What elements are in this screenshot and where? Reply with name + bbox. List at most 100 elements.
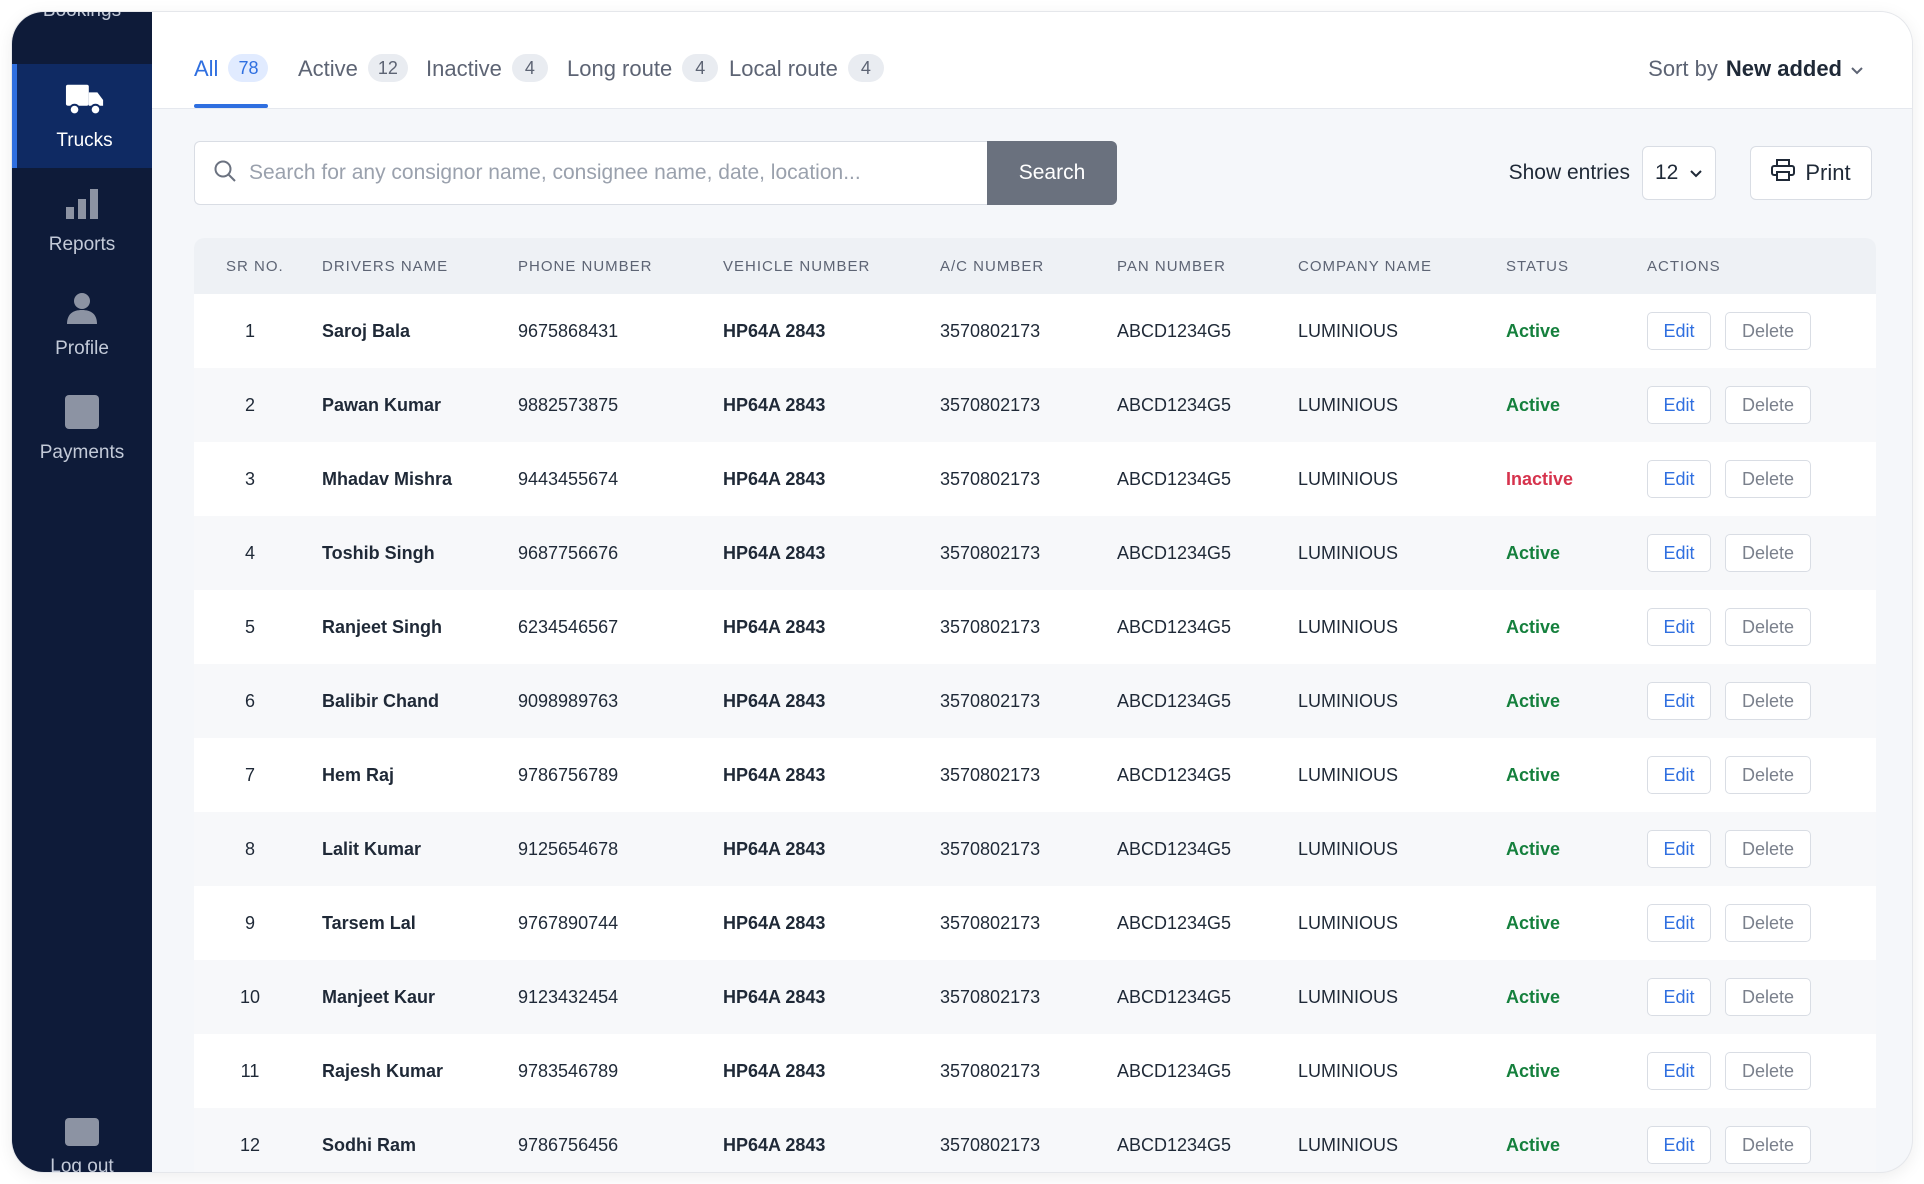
phone-number-cell: 9786756456 (518, 1134, 619, 1155)
row-actions: Edit Delete (1647, 978, 1876, 1016)
edit-button[interactable]: Edit (1647, 978, 1711, 1016)
phone-number-cell: 9098989763 (518, 690, 619, 711)
column-header: A/C NUMBER (940, 257, 1045, 275)
entries-select[interactable]: 12 (1642, 146, 1716, 200)
delete-button[interactable]: Delete (1725, 460, 1811, 498)
table-row: 9 Tarsem Lal 9767890744 HP64A 2843 357080217… (194, 886, 1876, 960)
filter-tabs: All 78 Active 12 Inactive 4 Long route 4… (152, 12, 1912, 109)
edit-button[interactable]: Edit (1647, 1126, 1711, 1164)
pan-number-cell: ABCD1234G5 (1117, 394, 1232, 415)
table-row: 10 Manjeet Kaur 9123432454 HP64A 2843 357080… (194, 960, 1876, 1034)
status-badge: Active (1506, 912, 1561, 933)
print-button[interactable]: Print (1750, 146, 1872, 200)
sidebar-item-reports[interactable]: Reports (12, 168, 152, 272)
column-header: ACTIONS (1647, 257, 1721, 275)
sidebar-item-bookings[interactable]: Bookings (12, 12, 152, 22)
edit-button[interactable]: Edit (1647, 386, 1711, 424)
table-row: 4 Toshib Singh 9687756676 HP64A 2843 3570802… (194, 516, 1876, 590)
sidebar-item-label: Reports (48, 234, 116, 255)
sort-dropdown[interactable]: Sort by New added (1648, 56, 1864, 82)
ac-number-cell: 3570802173 (940, 1134, 1041, 1155)
tab-long-route[interactable]: Long route 4 (567, 54, 719, 108)
row-actions: Edit Delete (1647, 756, 1876, 794)
vehicle-number-cell: HP64A 2843 (723, 468, 826, 489)
sr-number-cell: 10 (239, 986, 261, 1007)
pan-number-cell: ABCD1234G5 (1117, 690, 1232, 711)
company-name-cell: LUMINIOUS (1298, 912, 1399, 933)
delete-button[interactable]: Delete (1725, 978, 1811, 1016)
edit-button[interactable]: Edit (1647, 756, 1711, 794)
row-actions: Edit Delete (1647, 534, 1876, 572)
search-icon (213, 159, 237, 188)
company-name-cell: LUMINIOUS (1298, 542, 1399, 563)
tab-local-route[interactable]: Local route 4 (729, 54, 884, 108)
edit-button[interactable]: Edit (1647, 904, 1711, 942)
bar-chart-icon (62, 184, 102, 224)
show-entries: Show entries 12 (1509, 146, 1716, 200)
delete-button[interactable]: Delete (1725, 312, 1811, 350)
sidebar-item-trucks[interactable]: Trucks (12, 64, 152, 168)
delete-button[interactable]: Delete (1725, 608, 1811, 646)
status-badge: Active (1506, 838, 1561, 859)
company-name-cell: LUMINIOUS (1298, 616, 1399, 637)
driver-name-cell: Manjeet Kaur (322, 986, 436, 1007)
edit-button[interactable]: Edit (1647, 312, 1711, 350)
show-entries-label: Show entries (1508, 161, 1630, 184)
tab-inactive[interactable]: Inactive 4 (426, 54, 548, 108)
phone-number-cell: 9687756676 (518, 542, 619, 563)
tab-count-badge: 4 (682, 54, 719, 82)
delete-button[interactable]: Delete (1725, 756, 1811, 794)
search-input[interactable] (249, 161, 969, 185)
tab-all[interactable]: All 78 (194, 54, 269, 108)
sidebar-item-logout[interactable]: Log out (12, 1118, 152, 1172)
table-row: 1 Saroj Bala 9675868431 HP64A 2843 357080217… (194, 294, 1876, 368)
ac-number-cell: 3570802173 (940, 764, 1041, 785)
edit-button[interactable]: Edit (1647, 1052, 1711, 1090)
sidebar-item-label: Trucks (56, 130, 113, 151)
ac-number-cell: 3570802173 (940, 616, 1041, 637)
phone-number-cell: 9443455674 (518, 468, 619, 489)
driver-name-cell: Pawan Kumar (322, 394, 442, 415)
delete-button[interactable]: Delete (1725, 830, 1811, 868)
edit-button[interactable]: Edit (1647, 608, 1711, 646)
delete-button[interactable]: Delete (1725, 534, 1811, 572)
delete-button[interactable]: Delete (1725, 682, 1811, 720)
sidebar-item-profile[interactable]: Profile (12, 272, 152, 376)
edit-button[interactable]: Edit (1647, 460, 1711, 498)
company-name-cell: LUMINIOUS (1298, 320, 1399, 341)
status-badge: Active (1506, 616, 1561, 637)
driver-name-cell: Ranjeet Singh (322, 616, 443, 637)
vehicle-number-cell: HP64A 2843 (723, 394, 826, 415)
printer-icon (1771, 159, 1796, 187)
company-name-cell: LUMINIOUS (1298, 764, 1399, 785)
sr-number-cell: 1 (244, 320, 255, 341)
user-icon (62, 288, 102, 328)
pan-number-cell: ABCD1234G5 (1117, 912, 1232, 933)
tab-active[interactable]: Active 12 (298, 54, 408, 108)
company-name-cell: LUMINIOUS (1298, 1134, 1399, 1155)
delete-button[interactable]: Delete (1725, 386, 1811, 424)
delete-button[interactable]: Delete (1725, 1052, 1811, 1090)
payments-icon (62, 392, 102, 432)
edit-button[interactable]: Edit (1647, 830, 1711, 868)
edit-button[interactable]: Edit (1647, 682, 1711, 720)
sidebar-item-payments[interactable]: Payments (12, 376, 152, 480)
row-actions: Edit Delete (1647, 904, 1876, 942)
row-actions: Edit Delete (1647, 386, 1876, 424)
vehicle-number-cell: HP64A 2843 (723, 912, 826, 933)
driver-name-cell: Rajesh Kumar (322, 1060, 444, 1081)
column-header: DRIVERS NAME (322, 257, 449, 275)
search-button[interactable]: Search (987, 141, 1117, 205)
edit-button[interactable]: Edit (1647, 534, 1711, 572)
main-content: All 78 Active 12 Inactive 4 Long route 4… (152, 12, 1912, 1172)
pan-number-cell: ABCD1234G5 (1117, 468, 1232, 489)
row-actions: Edit Delete (1647, 830, 1876, 868)
vehicle-number-cell: HP64A 2843 (723, 1060, 826, 1081)
tab-label: Inactive (426, 56, 502, 81)
column-header: VEHICLE NUMBER (723, 257, 871, 275)
vehicle-number-cell: HP64A 2843 (723, 690, 826, 711)
delete-button[interactable]: Delete (1725, 1126, 1811, 1164)
table-body: 1 Saroj Bala 9675868431 HP64A 2843 357080217… (194, 294, 1876, 1172)
table-row: 12 Sodhi Ram 9786756456 HP64A 2843 357080217… (194, 1108, 1876, 1172)
delete-button[interactable]: Delete (1725, 904, 1811, 942)
